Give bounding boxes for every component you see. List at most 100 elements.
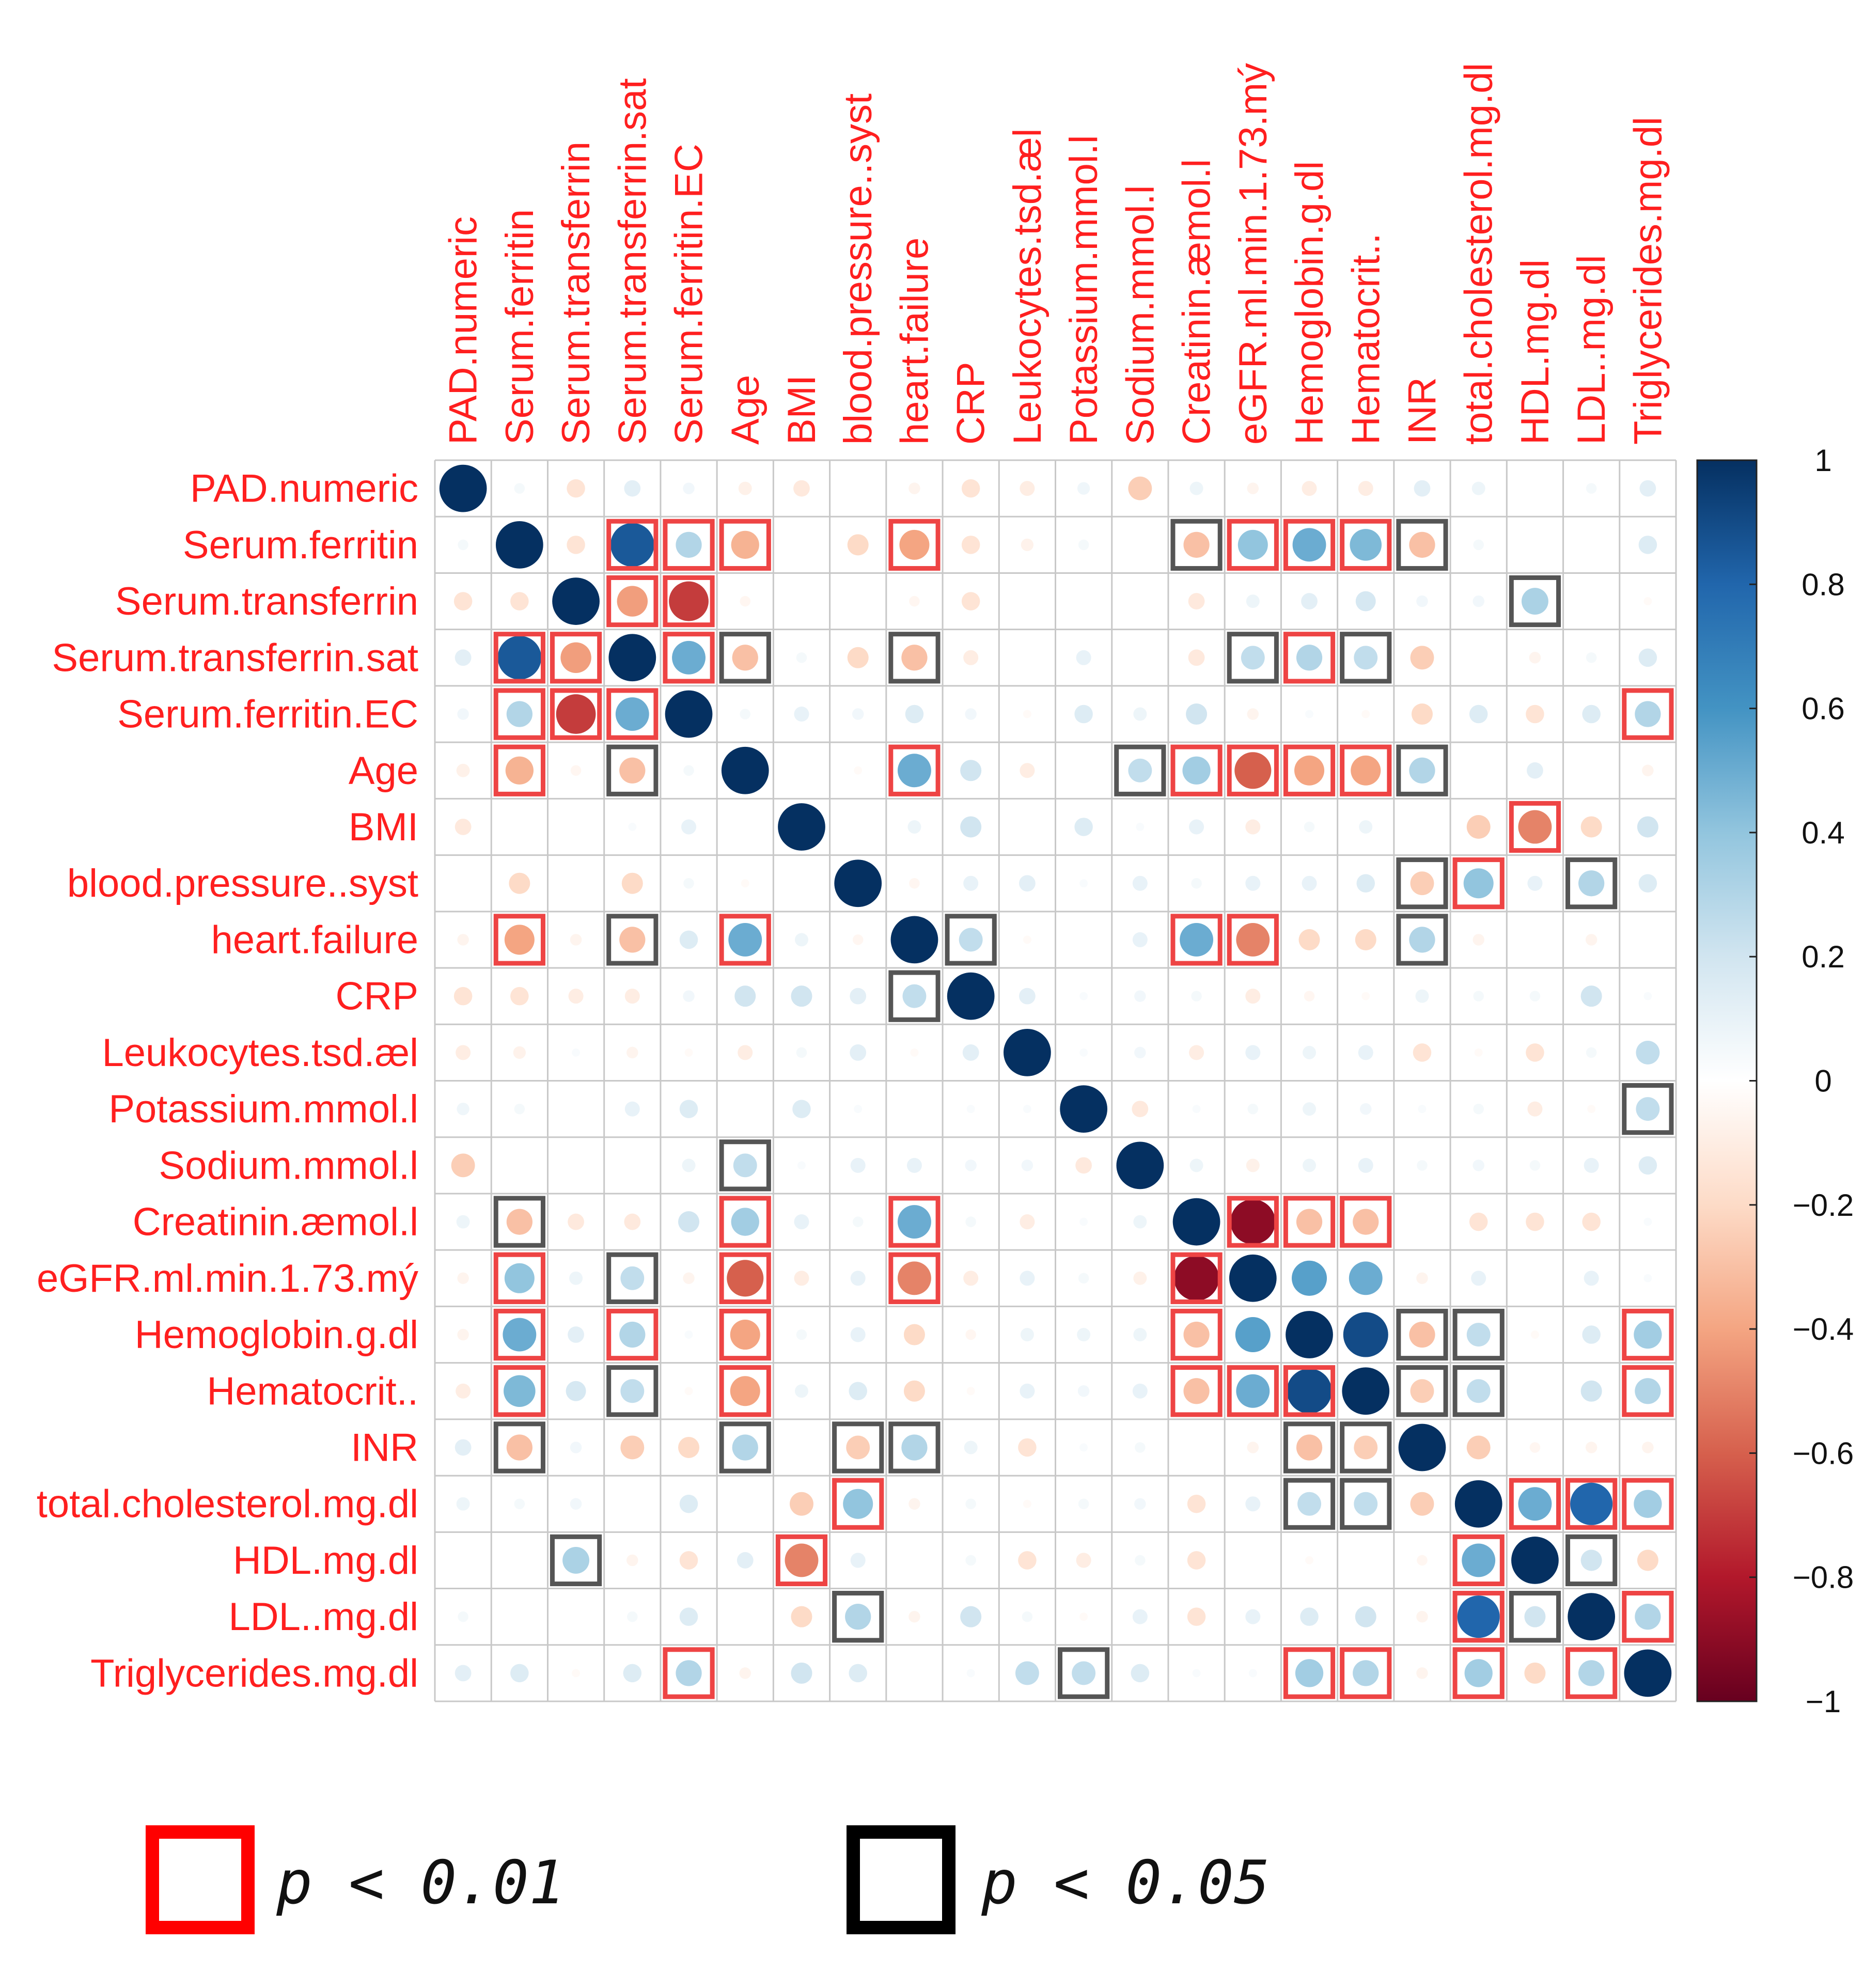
corr-circle: [1022, 1611, 1033, 1622]
corr-circle: [1584, 1157, 1599, 1173]
corr-circle: [453, 987, 473, 1006]
significance-box-p005: [832, 1421, 884, 1474]
corr-circle: [847, 647, 869, 668]
significance-box-p005: [1396, 857, 1448, 910]
corr-circle: [1464, 1659, 1493, 1687]
significance-box-p001: [888, 519, 941, 571]
column-label: Potassium.mmol.l: [1062, 135, 1106, 445]
corr-circle: [733, 1153, 757, 1178]
corr-circle: [569, 1271, 583, 1285]
corr-circle: [1230, 1199, 1276, 1245]
row-label: Triglycerides.mg.dl: [90, 1651, 418, 1695]
corr-circle: [1570, 1482, 1613, 1525]
corr-circle: [456, 763, 470, 777]
corr-circle: [1634, 1490, 1662, 1518]
row-label: BMI: [349, 805, 418, 849]
significance-box-p001: [1227, 1365, 1279, 1417]
corr-circle: [1638, 648, 1657, 667]
corr-circle: [624, 480, 641, 497]
corr-circle: [456, 1215, 470, 1229]
row-label: blood.pressure..syst: [67, 862, 418, 905]
corr-circle: [1134, 1498, 1146, 1510]
corr-circle: [785, 1543, 819, 1577]
corr-circle: [795, 1384, 808, 1398]
column-label: LDL..mg.dl: [1570, 255, 1614, 445]
column-label: HDL.mg.dl: [1513, 259, 1557, 445]
significance-box-p001: [1283, 519, 1336, 571]
column-label: BMI: [780, 375, 824, 445]
corr-circle: [682, 1159, 696, 1172]
legend: p < 0.01 p < 0.05: [146, 1825, 1270, 1934]
significance-box-p001: [1622, 1365, 1674, 1417]
corr-circle: [791, 985, 812, 1007]
corr-circle: [906, 1157, 922, 1173]
significance-box-p001: [1170, 1365, 1223, 1417]
corr-circle: [1133, 1328, 1147, 1341]
significance-box-p001: [719, 914, 771, 966]
corr-circle: [1019, 988, 1036, 1005]
corr-circle: [1245, 819, 1261, 835]
corr-circle: [1300, 1607, 1319, 1626]
significance-box-p001: [1452, 1647, 1505, 1699]
corr-circle: [1454, 1480, 1502, 1528]
corr-circle: [1529, 1442, 1541, 1453]
corr-circle: [849, 1664, 867, 1683]
significance-box-p001: [1622, 1478, 1674, 1530]
corr-circle: [850, 1044, 867, 1061]
corr-circle: [1189, 1159, 1203, 1172]
corr-circle: [1586, 1047, 1597, 1058]
significance-box-p001: [663, 632, 715, 684]
corr-circle: [1358, 481, 1373, 496]
significance-box-p005: [1283, 1421, 1336, 1474]
corr-circle: [572, 1048, 581, 1057]
significance-box-p001: [1283, 1647, 1336, 1699]
corr-circle: [1643, 1274, 1652, 1282]
significance-box-p001: [1452, 1591, 1505, 1643]
corr-circle: [1076, 1553, 1091, 1568]
corr-circle: [626, 1554, 638, 1567]
significance-box-p001: [550, 632, 602, 684]
corr-circle: [778, 803, 825, 851]
corr-circle: [791, 1606, 812, 1627]
corr-circle: [1077, 1328, 1091, 1341]
corr-circle: [624, 1213, 641, 1230]
corr-circle: [1511, 1537, 1559, 1584]
column-label: Serum.ferritin: [498, 209, 542, 445]
corr-circle: [1361, 992, 1370, 1000]
significance-box-p005: [888, 1421, 941, 1474]
corr-circle: [793, 480, 810, 497]
corr-circle: [1136, 823, 1145, 831]
corr-circle: [966, 1105, 975, 1114]
corr-circle: [850, 1157, 866, 1173]
significance-box-p001: [1509, 801, 1561, 853]
corr-circle: [796, 1329, 807, 1340]
corr-circle: [907, 820, 921, 834]
row-label: CRP: [336, 975, 418, 1019]
corr-circle: [908, 1610, 920, 1623]
corr-circle: [845, 1604, 871, 1630]
significance-box-p001: [663, 519, 715, 571]
corr-circle: [1294, 755, 1325, 786]
corr-circle: [683, 765, 694, 776]
corr-circle: [794, 1271, 809, 1286]
corr-circle: [960, 760, 982, 781]
column-label: PAD.numeric: [442, 216, 485, 445]
corr-circle: [1473, 934, 1484, 946]
corr-circle: [849, 1382, 867, 1401]
corr-circle: [568, 989, 584, 1004]
corr-circle: [679, 1494, 698, 1513]
significance-box-p001: [888, 1252, 941, 1304]
corr-circle: [966, 1669, 975, 1678]
corr-circle: [683, 1272, 695, 1285]
corr-circle: [1530, 1330, 1539, 1339]
corr-circle: [852, 708, 864, 720]
corr-circle: [456, 1045, 471, 1060]
corr-circle: [1189, 1045, 1204, 1060]
row-label: HDL.mg.dl: [233, 1539, 418, 1583]
corr-circle: [1132, 875, 1148, 891]
legend-label-p001: p < 0.01: [276, 1848, 565, 1918]
corr-circle: [621, 872, 643, 894]
significance-box-p005: [1340, 632, 1392, 684]
corr-circle: [1349, 1261, 1383, 1295]
significance-box-p001: [663, 1647, 715, 1699]
